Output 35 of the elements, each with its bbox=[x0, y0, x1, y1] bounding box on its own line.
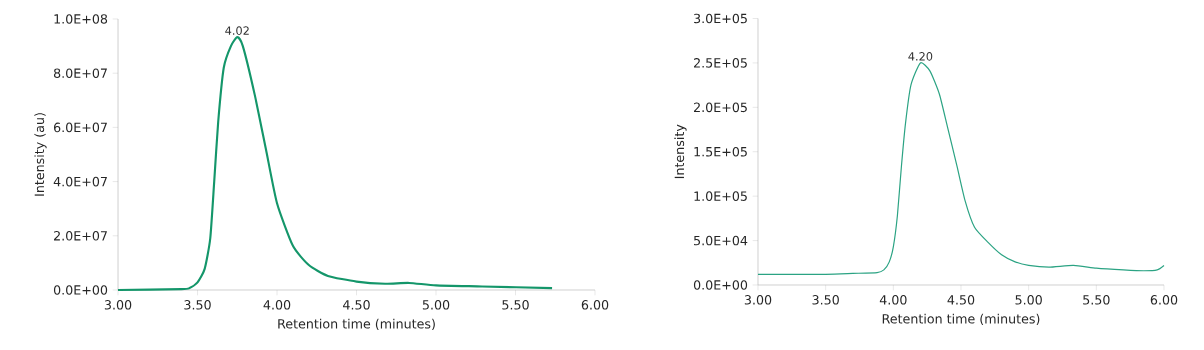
y-axis-title: Intensity (au) bbox=[34, 113, 47, 196]
x-tick-label: 6.00 bbox=[581, 300, 609, 310]
y-tick-label: 4.0E+07 bbox=[53, 176, 107, 187]
y-tick-label: 1.0E+05 bbox=[694, 191, 747, 201]
y-tick-label: 5.0E+04 bbox=[694, 235, 748, 246]
y-tick-label: 1.0E+08 bbox=[54, 14, 108, 24]
annotation: 4.20 bbox=[908, 52, 933, 61]
line-series bbox=[116, 36, 554, 292]
y-tick-label: 8.0E+07 bbox=[53, 68, 107, 78]
y-tick-label: 1.5E+05 bbox=[694, 146, 747, 157]
x-tick-label: 5.50 bbox=[1083, 295, 1110, 305]
x-axis-title: Retention time (minutes) bbox=[882, 313, 1040, 326]
x-tick-label: 4.00 bbox=[263, 300, 291, 310]
x-tick-label: 4.50 bbox=[343, 300, 370, 310]
x-tick-label: 3.00 bbox=[744, 295, 772, 305]
x-tick-label: 3.50 bbox=[812, 295, 839, 305]
y-tick-label: 0.0E+00 bbox=[53, 285, 108, 295]
y-axis-title: Intensity bbox=[674, 124, 687, 179]
x-tick-label: 4.00 bbox=[879, 295, 907, 305]
y-tick-label: 2.0E+07 bbox=[54, 230, 107, 241]
x-tick-label: 5.00 bbox=[1015, 295, 1042, 305]
x-axis-title: Retention time (minutes) bbox=[278, 318, 435, 331]
x-tick-label: 5.50 bbox=[502, 300, 529, 310]
y-tick-label: 2.5E+05 bbox=[694, 58, 747, 68]
y-tick-label: 6.0E+07 bbox=[53, 122, 107, 133]
x-tick-label: 4.50 bbox=[947, 295, 975, 305]
x-tick-label: 5.00 bbox=[422, 300, 450, 310]
y-tick-label: 0.0E+00 bbox=[693, 280, 748, 290]
x-tick-label: 6.00 bbox=[1150, 295, 1178, 305]
line-series bbox=[757, 62, 1165, 275]
x-tick-label: 3.00 bbox=[104, 300, 132, 310]
y-tick-label: 3.0E+05 bbox=[694, 13, 747, 24]
x-tick-label: 3.50 bbox=[184, 300, 211, 310]
y-tick-label: 2.0E+05 bbox=[694, 102, 747, 113]
annotation: 4.02 bbox=[225, 26, 249, 35]
